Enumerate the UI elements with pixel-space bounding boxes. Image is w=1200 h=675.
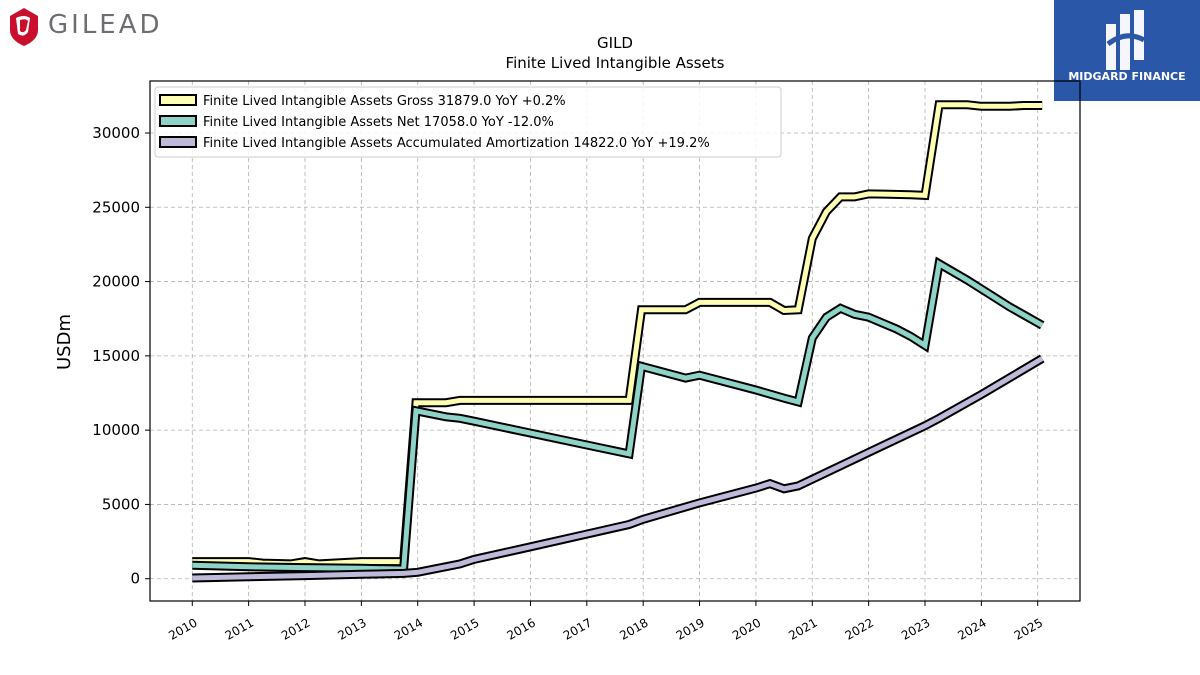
x-tick-label: 2014 bbox=[392, 615, 425, 642]
midgard-logo-icon bbox=[1106, 10, 1146, 70]
y-tick-label: 30000 bbox=[92, 124, 140, 142]
legend-swatch-2 bbox=[159, 115, 197, 127]
x-tick-label: 2012 bbox=[279, 615, 312, 642]
legend: Finite Lived Intangible Assets Gross 318… bbox=[154, 86, 782, 158]
x-tick-label: 2010 bbox=[166, 615, 199, 642]
legend-box bbox=[154, 86, 782, 158]
series-line-3 bbox=[192, 356, 1044, 581]
gilead-logo-text: GILEAD bbox=[48, 10, 163, 40]
y-tick-label: 10000 bbox=[92, 421, 140, 439]
legend-label-3: Finite Lived Intangible Assets Accumulat… bbox=[203, 136, 710, 151]
x-tick-label: 2020 bbox=[730, 615, 763, 642]
x-tick-label: 2022 bbox=[843, 615, 876, 642]
x-tick-label: 2017 bbox=[561, 615, 594, 642]
series-outline-3 bbox=[192, 354, 1045, 583]
midgard-logo-text: MIDGARD FINANCE bbox=[1068, 70, 1186, 83]
y-tick-label: 15000 bbox=[92, 347, 140, 365]
gilead-logo-icon bbox=[10, 8, 38, 46]
y-axis-label: USDm bbox=[54, 314, 75, 370]
chart-title: GILD bbox=[597, 34, 633, 52]
gilead-logo: GILEAD bbox=[4, 4, 164, 48]
legend-swatch-1 bbox=[159, 94, 197, 106]
plot-frame bbox=[149, 80, 1081, 602]
series-line-2 bbox=[192, 259, 1044, 572]
y-tick-label: 0 bbox=[130, 570, 140, 588]
x-tick-label: 2015 bbox=[448, 615, 481, 642]
y-tick-label: 5000 bbox=[102, 495, 140, 513]
x-tick-label: 2016 bbox=[505, 615, 538, 642]
x-tick-label: 2019 bbox=[674, 615, 707, 642]
legend-swatch-3 bbox=[159, 136, 197, 148]
x-tick-label: 2023 bbox=[899, 615, 932, 642]
x-tick-label: 2018 bbox=[617, 615, 650, 642]
grid-lines bbox=[150, 81, 1080, 601]
legend-label-1: Finite Lived Intangible Assets Gross 318… bbox=[203, 94, 566, 109]
series-lines bbox=[192, 100, 1045, 583]
x-tick-label: 2021 bbox=[786, 615, 819, 642]
y-tick-label: 20000 bbox=[92, 273, 140, 291]
chart-subtitle: Finite Lived Intangible Assets bbox=[506, 54, 725, 72]
legend-label-2: Finite Lived Intangible Assets Net 17058… bbox=[203, 115, 554, 130]
midgard-finance-logo: MIDGARD FINANCE bbox=[1054, 0, 1200, 101]
x-tick-label: 2011 bbox=[223, 615, 256, 642]
x-tick-label: 2025 bbox=[1012, 615, 1045, 642]
y-tick-label: 25000 bbox=[92, 198, 140, 216]
x-tick-label: 2013 bbox=[335, 615, 368, 642]
x-tick-label: 2024 bbox=[955, 615, 988, 642]
